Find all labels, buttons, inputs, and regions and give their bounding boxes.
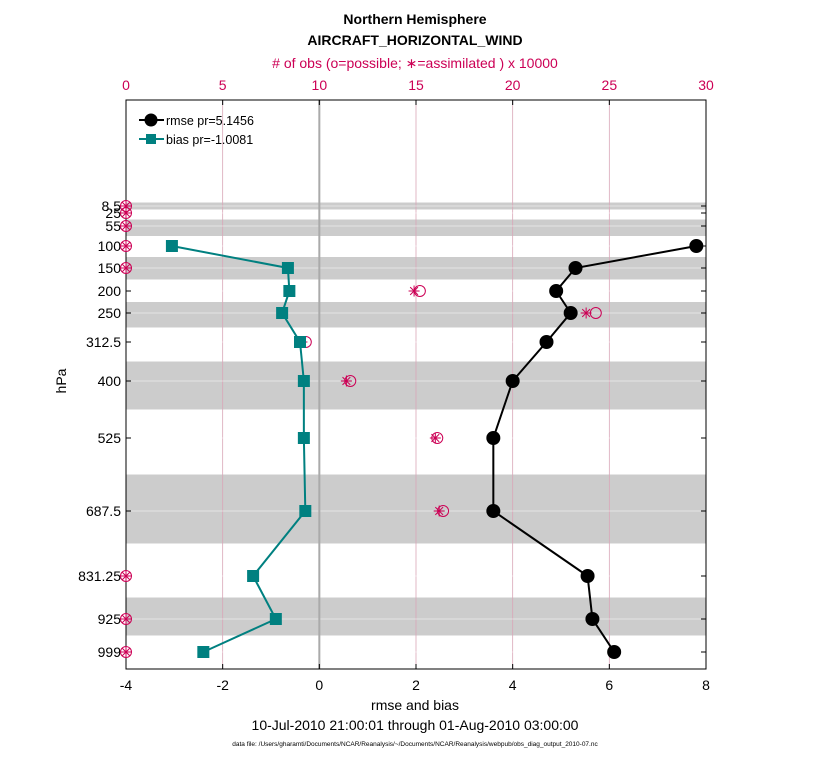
top-tick-label: 10 — [312, 77, 328, 93]
data-point — [294, 336, 306, 348]
data-file-footnote: data file: /Users/gharamti/Documents/NCA… — [232, 741, 598, 748]
data-point — [539, 335, 554, 349]
data-point — [269, 613, 282, 625]
legend: rmse pr=5.1456 bias pr=-1.0081 — [139, 113, 254, 147]
data-point — [276, 307, 289, 319]
data-point — [297, 432, 310, 444]
top-axis-label: # of obs (o=possible; ∗=assimilated ) x … — [272, 55, 558, 71]
legend-marker — [146, 134, 156, 144]
bottom-axis-ticks: -4 -2 0 2 4 6 8 — [120, 100, 710, 693]
assimilated-marker — [434, 506, 444, 516]
assimilated-marker — [121, 647, 131, 657]
x-tick-label: 6 — [605, 677, 613, 693]
data-point — [197, 646, 210, 658]
x-tick-label: 0 — [315, 677, 323, 693]
data-point — [283, 285, 296, 297]
y-tick-label: 925 — [98, 611, 122, 627]
data-point — [689, 239, 704, 253]
top-tick-label: 15 — [408, 77, 424, 93]
chart-subtitle: AIRCRAFT_HORIZONTAL_WIND — [307, 32, 522, 48]
y-tick-label: 200 — [98, 283, 122, 299]
data-point — [281, 262, 294, 274]
data-point — [549, 284, 564, 298]
data-point — [299, 505, 312, 517]
top-tick-label: 25 — [602, 77, 618, 93]
data-point — [486, 431, 501, 445]
legend-marker — [144, 113, 158, 127]
assimilated-marker — [121, 571, 131, 581]
legend-label: rmse pr=5.1456 — [166, 114, 254, 128]
y-tick-label: 150 — [98, 260, 122, 276]
x-tick-label: 4 — [509, 677, 517, 693]
x-tick-label: 8 — [702, 677, 710, 693]
top-axis-ticks: 0 5 10 15 20 25 30 — [122, 77, 714, 93]
data-point — [607, 645, 622, 659]
y-tick-label: 400 — [98, 373, 122, 389]
data-point — [297, 375, 310, 387]
y-tick-label: 55 — [105, 218, 121, 234]
x-axis-label: rmse and bias — [371, 697, 459, 713]
x-tick-label: -4 — [120, 677, 133, 693]
y-tick-label: 8.5 — [102, 198, 122, 214]
assimilated-marker — [409, 286, 419, 296]
horizontal-grid — [126, 205, 706, 653]
data-point — [568, 261, 583, 275]
data-point — [580, 569, 595, 583]
top-tick-label: 30 — [698, 77, 714, 93]
data-point — [505, 374, 520, 388]
y-tick-label: 312.5 — [86, 334, 121, 350]
data-point — [165, 240, 178, 252]
top-tick-label: 5 — [219, 77, 227, 93]
y-tick-label: 250 — [98, 305, 122, 321]
y-tick-label: 831.25 — [78, 568, 121, 584]
chart-title: Northern Hemisphere — [343, 11, 486, 27]
y-tick-label: 25 — [105, 205, 121, 221]
assimilated-marker — [431, 433, 440, 443]
assimilated-marker — [581, 308, 591, 318]
y-tick-label: 999 — [98, 644, 122, 660]
data-point — [247, 570, 260, 582]
legend-label: bias pr=-1.0081 — [166, 133, 253, 147]
top-tick-label: 0 — [122, 77, 130, 93]
assimilated-marker — [121, 221, 131, 231]
date-range: 10-Jul-2010 21:00:01 through 01-Aug-2010… — [252, 717, 579, 733]
assimilated-marker — [121, 614, 131, 624]
top-tick-label: 20 — [505, 77, 521, 93]
y-tick-label: 687.5 — [86, 503, 121, 519]
y-axis-label: hPa — [53, 368, 69, 393]
assimilated-marker — [121, 208, 131, 218]
x-tick-label: -2 — [216, 677, 229, 693]
x-tick-label: 2 — [412, 677, 420, 693]
data-point — [486, 504, 501, 518]
series-layer — [165, 239, 704, 659]
data-point — [563, 306, 578, 320]
assimilated-marker — [121, 263, 131, 273]
data-point — [585, 612, 600, 626]
y-tick-label: 100 — [98, 238, 122, 254]
assimilated-marker — [342, 376, 351, 386]
y-tick-label: 525 — [98, 430, 122, 446]
assimilated-marker — [121, 241, 131, 251]
